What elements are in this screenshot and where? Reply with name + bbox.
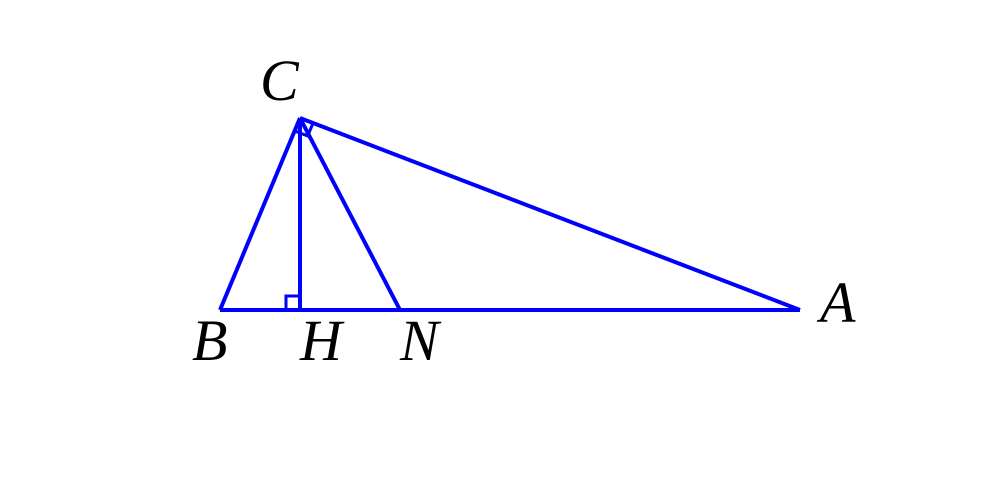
geometry-diagram: C B H N A	[0, 0, 1000, 500]
label-N: N	[399, 308, 442, 373]
segment-B-C	[220, 118, 300, 310]
segment-C-A	[300, 118, 800, 310]
segment-C-N	[300, 118, 400, 310]
label-C: C	[260, 48, 300, 113]
labels-group: C B H N A	[192, 48, 856, 373]
label-H: H	[299, 308, 345, 373]
segments-group	[220, 118, 800, 310]
label-A: A	[816, 270, 856, 335]
right-angle-marker-0	[286, 296, 300, 310]
label-B: B	[192, 308, 227, 373]
